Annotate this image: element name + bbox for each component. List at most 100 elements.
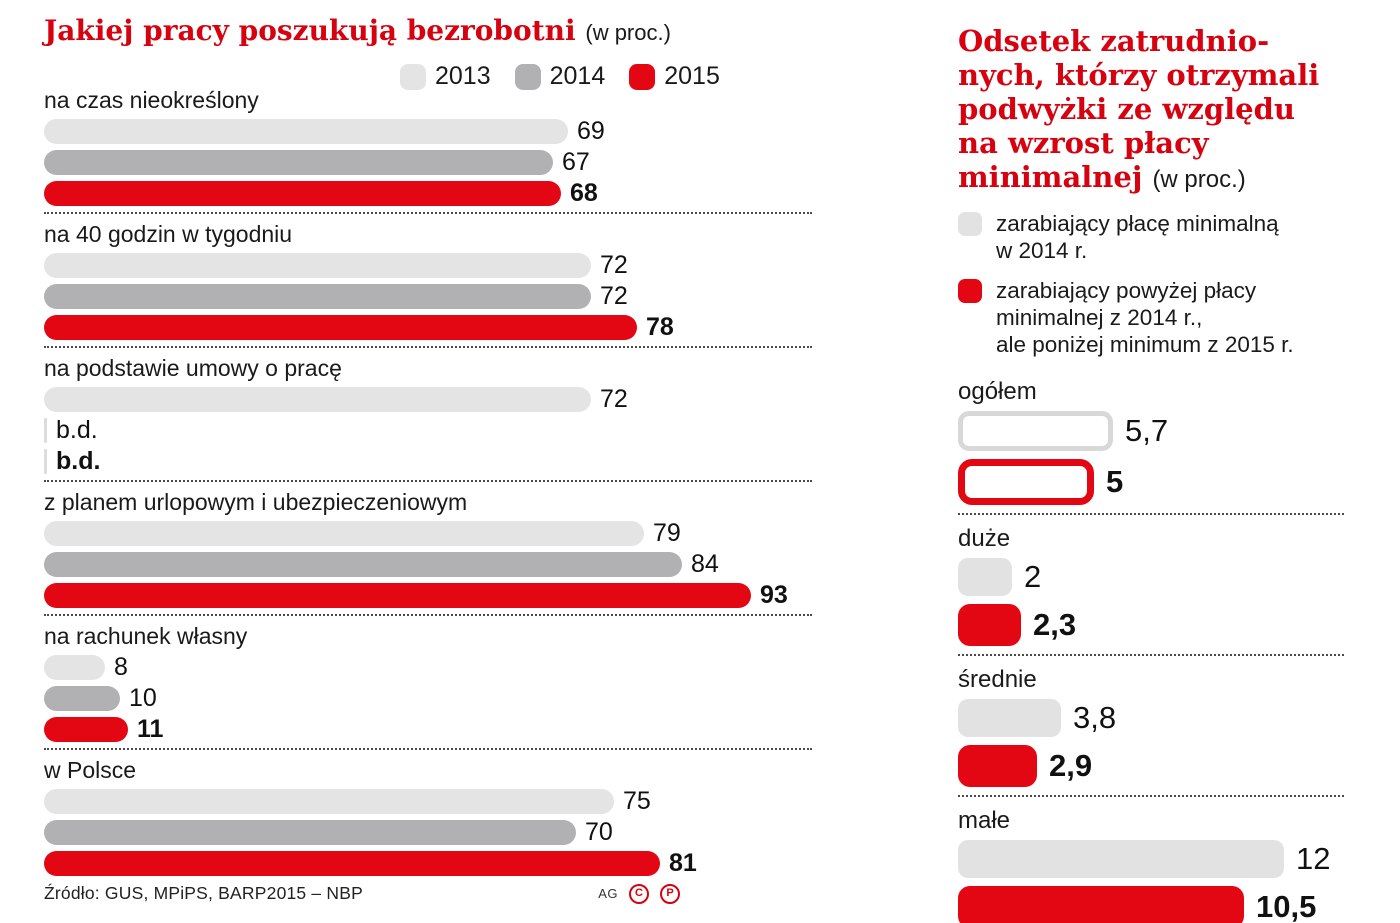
bar-red — [958, 459, 1094, 505]
bar-row-2015: 81 — [44, 849, 812, 877]
right-chart-unit-note: (w proc.) — [1152, 166, 1246, 193]
bar-2015 — [44, 717, 128, 742]
bar-row-red: 2,3 — [958, 604, 1344, 646]
value-label: 2 — [1024, 559, 1042, 594]
bar-row-2014: 70 — [44, 818, 812, 846]
bar-group: na czas nieokreślony 69 67 68 — [44, 88, 812, 214]
bar-2015 — [44, 181, 561, 206]
copyright-c-icon: C — [629, 883, 649, 904]
legend-item-above-minimum: zarabiający powyżej płacy minimalnej z 2… — [958, 277, 1344, 358]
bar-row-2014: b.d. — [44, 416, 812, 444]
ag-credit: AG — [598, 886, 618, 901]
legend-item-2015: 2015 — [629, 62, 720, 91]
category-label: ogółem — [958, 378, 1037, 405]
left-chart-legend: 2013 2014 2015 — [400, 62, 720, 91]
value-label: 5 — [1106, 464, 1124, 499]
bar-group: duże 2 2,3 — [958, 525, 1344, 656]
category-label: duże — [958, 525, 1011, 552]
bar-2015 — [44, 315, 637, 340]
dotted-separator — [958, 795, 1344, 797]
category-label: na rachunek własny — [44, 623, 248, 649]
bar-group: ogółem 5,7 5 — [958, 378, 1344, 515]
bar-group: małe 12 10,5 — [958, 807, 1344, 923]
value-label: 12 — [1296, 841, 1331, 876]
bar-row-2013: 72 — [44, 251, 812, 279]
legend-item-2014: 2014 — [514, 62, 606, 91]
bar-2015 — [44, 583, 751, 608]
value-label: 79 — [653, 519, 681, 547]
bar-gray — [958, 840, 1284, 878]
category-label: na podstawie umowy o pracę — [44, 355, 342, 381]
left-chart-unit-note: (w proc.) — [585, 20, 671, 45]
legend-label-above-minimum: zarabiający powyżej płacy minimalnej z 2… — [996, 278, 1294, 357]
value-label: 10,5 — [1256, 889, 1317, 923]
source-text: Źródło: GUS, MPiPS, BARP2015 – NBP — [44, 883, 364, 903]
right-title-line-4: na wzrost płacy — [958, 126, 1209, 160]
bar-2014 — [44, 686, 120, 711]
right-chart: Odsetek zatrudnio- nych, którzy otrzymal… — [958, 0, 1344, 923]
value-label: 81 — [669, 849, 697, 877]
bar-group: na podstawie umowy o pracę 72 b.d. b.d. — [44, 356, 812, 482]
bar-row-2015: 78 — [44, 313, 812, 341]
bar-group: w Polsce 75 70 81 — [44, 757, 812, 877]
bar-2015 — [44, 851, 660, 876]
value-label: 11 — [137, 715, 164, 743]
dotted-separator — [44, 614, 812, 616]
right-chart-groups: ogółem 5,7 5 duże 2 2,3 średnie 3,8 2,9 małe 12 10,… — [958, 378, 1344, 923]
left-chart-groups: na czas nieokreślony 69 67 68 na 40 godzin w… — [44, 88, 812, 877]
legend-label-2015: 2015 — [664, 62, 720, 90]
bar-row-2015: 68 — [44, 179, 812, 207]
value-label: 2,3 — [1033, 607, 1077, 642]
category-label: w Polsce — [44, 757, 137, 783]
bar-row-2013: 8 — [44, 653, 812, 681]
legend-swatch-2014-icon — [514, 63, 541, 90]
bar-row-red: 5 — [958, 459, 1344, 505]
legend-swatch-red-icon — [958, 279, 982, 303]
bar-red — [958, 886, 1244, 923]
right-chart-legend: zarabiający płacę minimalną w 2014 r. za… — [958, 210, 1344, 358]
bar-2014 — [44, 284, 591, 309]
bar-row-gray: 12 — [958, 840, 1344, 878]
value-label: 2,9 — [1049, 748, 1093, 783]
value-label: 67 — [562, 148, 590, 176]
bar-2013 — [44, 253, 591, 278]
bar-group: średnie 3,8 2,9 — [958, 666, 1344, 797]
legend-label-2014: 2014 — [549, 62, 606, 90]
bar-row-2014: 72 — [44, 282, 812, 310]
bar-2013 — [44, 387, 591, 412]
value-label: b.d. — [56, 447, 101, 475]
dotted-separator — [44, 212, 812, 214]
category-label: małe — [958, 807, 1011, 834]
legend-swatch-2013-icon — [400, 63, 426, 90]
dotted-separator — [44, 346, 812, 348]
bar-2014 — [44, 418, 47, 443]
bar-2013 — [44, 521, 644, 546]
right-title-line-5-text: minimalnej — [958, 160, 1143, 194]
bar-group: z planem urlopowym i ubezpieczeniowym 79 8… — [44, 490, 812, 616]
right-title-line-3: podwyżki ze względu — [958, 92, 1295, 126]
value-label: 78 — [646, 313, 674, 341]
value-label: 93 — [760, 581, 788, 609]
value-label: 72 — [600, 282, 628, 310]
value-label: 5,7 — [1125, 413, 1169, 448]
bar-gray — [958, 558, 1012, 596]
value-label: 10 — [129, 684, 157, 712]
value-label: 69 — [577, 117, 605, 145]
legend-swatch-2015-icon — [629, 63, 656, 90]
right-title-line-1: Odsetek zatrudnio- — [958, 24, 1270, 58]
category-label: średnie — [958, 666, 1037, 693]
legend-item-minimum-2014: zarabiający płacę minimalną w 2014 r. — [958, 210, 1344, 264]
value-label: 84 — [691, 550, 719, 578]
left-chart-title-text: Jakiej pracy poszukują bezrobotni — [44, 14, 576, 47]
bar-row-2013: 69 — [44, 117, 812, 145]
bar-2013 — [44, 789, 614, 814]
right-title-line-5: minimalnej (w proc.) — [958, 160, 1344, 197]
category-label: na czas nieokreślony — [44, 87, 259, 113]
left-chart-title: Jakiej pracy poszukują bezrobotni (w pro… — [44, 14, 812, 50]
bar-red — [958, 745, 1037, 787]
value-label: 70 — [585, 818, 613, 846]
bar-2014 — [44, 820, 576, 845]
bar-row-2013: 72 — [44, 385, 812, 413]
right-title-line-2: nych, którzy otrzymali — [958, 58, 1320, 92]
